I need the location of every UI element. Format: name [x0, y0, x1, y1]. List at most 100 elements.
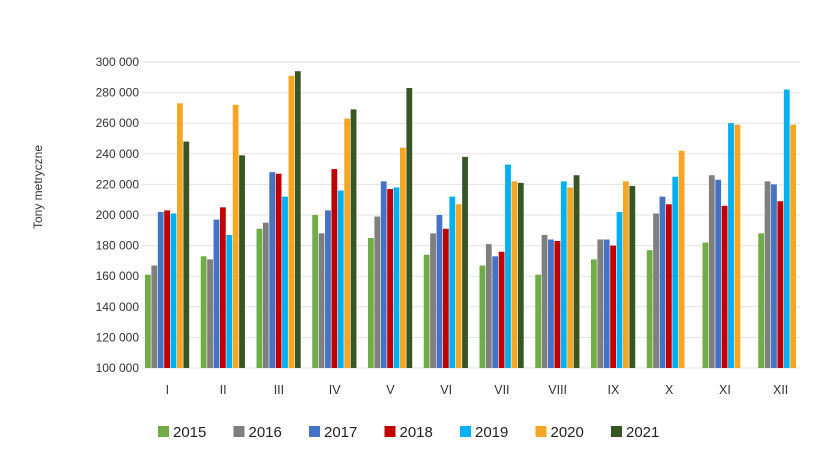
legend-item: 2019 — [460, 424, 508, 441]
bar — [269, 172, 276, 368]
bar — [702, 242, 709, 368]
bar — [777, 201, 784, 368]
bar — [344, 118, 351, 368]
bar — [591, 259, 597, 368]
bar — [423, 254, 430, 368]
bar — [294, 71, 301, 369]
bar — [646, 250, 653, 368]
y-tick-label: 280 000 — [96, 86, 140, 100]
bar — [226, 234, 233, 368]
legend-label: 2021 — [626, 424, 659, 441]
x-tick-label: XI — [719, 383, 731, 397]
legend-item: 2015 — [158, 424, 206, 441]
bar — [597, 239, 604, 368]
y-tick-label: 180 000 — [96, 239, 140, 253]
bar — [659, 196, 666, 368]
bar — [623, 181, 629, 368]
x-tick-label: IV — [329, 383, 341, 397]
bar — [498, 251, 505, 368]
bar — [560, 181, 567, 368]
x-tick-label: V — [386, 383, 395, 397]
x-tick-label: II — [220, 383, 227, 397]
bar — [151, 265, 158, 368]
y-axis-tick-labels: 100 000 120 000 140 000 160 000 180 000 200 0… — [96, 55, 140, 375]
bar — [511, 181, 518, 368]
legend-label: 2016 — [249, 424, 282, 441]
bar — [721, 205, 728, 368]
bar — [479, 265, 486, 368]
bars — [145, 71, 797, 369]
legend-label: 2015 — [173, 424, 206, 441]
x-tick-label: VII — [494, 383, 509, 397]
legend-label: 2018 — [400, 424, 433, 441]
y-axis-title: Tony metryczne — [31, 145, 45, 229]
bar — [672, 176, 679, 368]
y-tick-label: 200 000 — [96, 208, 140, 222]
bar — [318, 233, 325, 368]
legend-swatch — [309, 426, 320, 437]
bar — [616, 211, 623, 368]
bar — [442, 228, 449, 368]
bar — [430, 233, 436, 368]
bar — [239, 155, 245, 368]
bar-group — [591, 181, 636, 368]
bar — [665, 204, 672, 368]
bar — [374, 216, 381, 368]
legend-swatch — [233, 426, 245, 437]
y-tick-label: 120 000 — [96, 330, 140, 344]
bar — [164, 210, 170, 368]
bar-group — [256, 71, 301, 369]
legend: 2015 2016 2017 2018 2019 2020 2021 — [158, 424, 659, 441]
bar — [436, 215, 443, 368]
bar-group — [200, 104, 245, 368]
legend-item: 2018 — [384, 424, 433, 441]
bar — [282, 196, 288, 368]
x-tick-label: X — [665, 383, 674, 397]
bar — [708, 175, 715, 368]
y-tick-label: 220 000 — [96, 177, 140, 191]
bar-group — [368, 88, 413, 368]
bar — [603, 239, 610, 368]
legend-swatch — [535, 426, 547, 437]
bar — [554, 241, 561, 368]
bar — [790, 124, 797, 368]
bar — [219, 207, 226, 368]
bar — [462, 156, 468, 368]
bar — [505, 164, 511, 368]
bar-group — [758, 89, 797, 368]
y-tick-label: 140 000 — [96, 300, 140, 314]
bar — [678, 150, 685, 368]
y-tick-label: 260 000 — [96, 116, 140, 130]
legend-swatch — [611, 426, 622, 437]
bar — [325, 210, 331, 368]
gridlines — [142, 61, 800, 369]
bar — [771, 184, 777, 368]
bar-group — [312, 109, 357, 369]
x-tick-label: III — [274, 383, 284, 397]
x-tick-label: VI — [440, 383, 452, 397]
bar — [517, 182, 524, 368]
y-tick-label: 100 000 — [96, 361, 140, 375]
bar — [715, 179, 722, 368]
bar — [170, 213, 177, 368]
x-tick-label: VIII — [548, 383, 567, 397]
bar — [200, 256, 207, 368]
bar — [337, 190, 344, 368]
bar — [541, 234, 548, 368]
y-tick-label: 300 000 — [96, 55, 140, 69]
bar — [567, 187, 574, 368]
bar — [548, 239, 554, 368]
bar — [455, 204, 462, 368]
bar — [387, 188, 393, 368]
legend-swatch — [460, 426, 471, 437]
bar — [262, 222, 269, 368]
legend-label: 2020 — [551, 424, 584, 441]
bar — [535, 274, 542, 368]
bar — [350, 109, 357, 369]
bar — [492, 256, 499, 368]
bar — [380, 181, 387, 368]
bar — [393, 187, 400, 368]
bar-group — [535, 175, 580, 368]
bar — [406, 88, 413, 368]
